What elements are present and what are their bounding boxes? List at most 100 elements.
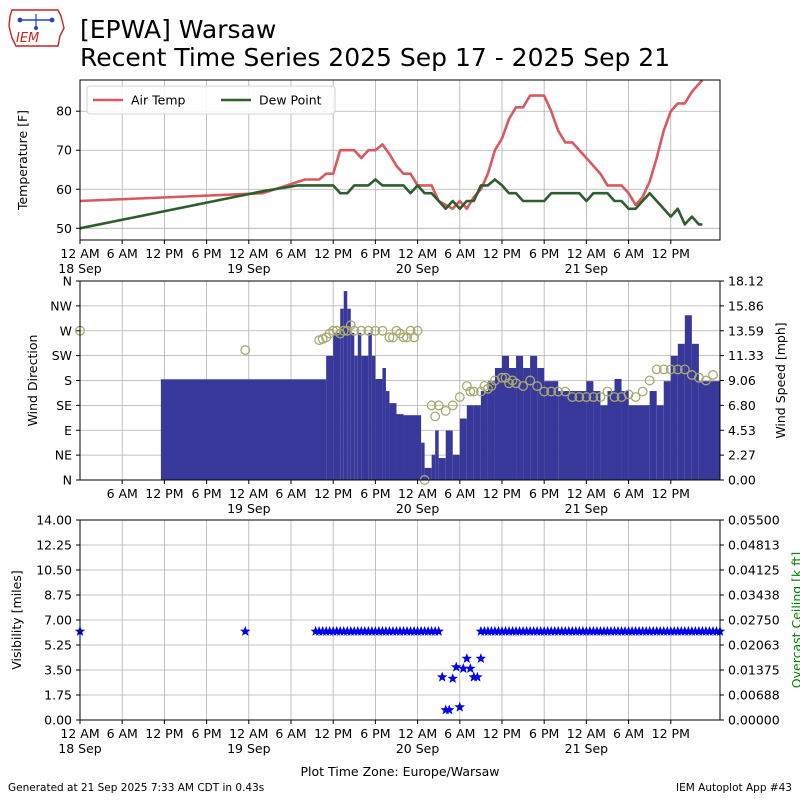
legend-box xyxy=(86,85,336,115)
wind-speed-bar xyxy=(473,405,481,480)
visibility-point xyxy=(433,625,444,636)
wind-direction-point xyxy=(426,400,437,411)
x-tick-label: 12 AM xyxy=(229,246,268,261)
wind-speed-bar xyxy=(396,414,404,480)
wind-speed-bar xyxy=(326,355,334,480)
wind-speed-bar xyxy=(544,381,559,480)
x-tick-label: 6 AM xyxy=(275,486,306,501)
wind-speed-bar xyxy=(357,332,362,480)
visibility-tick-label: 0.00 xyxy=(44,713,72,728)
wind-direction-points xyxy=(75,320,718,485)
ceiling-tick-label: 0.05500 xyxy=(728,513,780,528)
visibility-point xyxy=(451,661,462,672)
visibility-tick-label: 14.00 xyxy=(36,513,72,528)
visibility-point xyxy=(447,673,458,683)
wind-direction-point xyxy=(553,386,564,397)
x-tick-label: 6 AM xyxy=(107,726,138,741)
wind-speed-bar xyxy=(435,430,439,480)
wind-direction-tick-label: SW xyxy=(52,348,72,363)
wind-direction-point xyxy=(644,375,655,386)
wind-speed-bar xyxy=(382,367,386,480)
wind-speed-bar xyxy=(389,403,397,480)
temp-legend: Air Temp Dew Point xyxy=(86,85,336,115)
visibility-point xyxy=(240,625,251,636)
ceiling-tick-label: 0.04125 xyxy=(728,563,780,578)
x-tick-label: 6 AM xyxy=(613,486,644,501)
wind-direction-point xyxy=(637,386,648,397)
x-tick-date-label: 18 Sep xyxy=(58,261,102,276)
wind-speed-bar xyxy=(424,467,432,480)
wind-direction-point xyxy=(651,364,662,375)
wind-speed-bar xyxy=(614,378,622,480)
wind-speed-bars xyxy=(160,291,720,480)
x-tick-label: 12 PM xyxy=(314,486,352,501)
wind-direction-point xyxy=(539,386,550,397)
wind-direction-tick-label: W xyxy=(60,323,72,338)
x-tick-date-label: 20 Sep xyxy=(396,261,440,276)
wind-speed-bar xyxy=(385,391,390,480)
wind-speed-bar xyxy=(663,381,671,480)
x-tick-label: 12 PM xyxy=(145,726,183,741)
generated-note: Generated at 21 Sep 2025 7:33 AM CDT in … xyxy=(8,782,265,794)
visibility-tick-label: 8.75 xyxy=(44,588,72,603)
ceiling-tick-label: 0.00000 xyxy=(728,713,780,728)
wind-direction-point xyxy=(447,400,458,411)
wind-speed-bar xyxy=(501,355,510,480)
x-tick-date-label: 21 Sep xyxy=(565,501,609,516)
wind-speed-bar xyxy=(509,367,517,480)
visibility-tick-label: 7.00 xyxy=(44,613,72,628)
wind-speed-tick-label: 15.86 xyxy=(728,298,764,313)
visibility-point xyxy=(458,663,469,673)
x-tick-label: 12 PM xyxy=(145,486,183,501)
wind-direction-point xyxy=(560,386,571,397)
x-tick-date-label: 20 Sep xyxy=(396,501,440,516)
wind-speed-bar xyxy=(649,391,657,480)
visibility-tick-label: 12.25 xyxy=(36,538,72,553)
wind-speed-bar xyxy=(445,430,453,480)
ceiling-tick-label: 0.01375 xyxy=(728,663,780,678)
x-tick-label: 12 PM xyxy=(483,246,521,261)
x-tick-label: 6 AM xyxy=(107,486,138,501)
ceiling-tick-label: 0.03438 xyxy=(728,588,780,603)
x-tick-label: 6 AM xyxy=(444,486,475,501)
wind-direction-point xyxy=(370,325,381,336)
wind-speed-tick-label: 9.06 xyxy=(728,373,756,388)
legend-air-temp-label: Air Temp xyxy=(131,93,186,108)
iowa-state-outline-icon: IEM xyxy=(8,9,65,47)
x-tick-date-label: 19 Sep xyxy=(227,741,271,756)
wind-speed-bar xyxy=(586,381,594,480)
wind-direction-point xyxy=(240,345,251,356)
wind-direction-point xyxy=(430,411,441,422)
wind-speed-bar xyxy=(403,415,422,480)
wind-direction-tick-label: SE xyxy=(56,398,72,413)
visibility-axis-label: Visibility [miles] xyxy=(9,570,24,669)
wind-speed-bar xyxy=(628,405,650,480)
wind-speed-bar xyxy=(160,379,327,480)
visibility-point xyxy=(444,704,455,715)
visibility-tick-label: 10.50 xyxy=(36,563,72,578)
x-tick-label: 12 PM xyxy=(145,246,183,261)
x-tick-label: 12 PM xyxy=(483,486,521,501)
x-tick-label: 6 PM xyxy=(529,486,559,501)
wind-direction-tick-label: S xyxy=(64,373,72,388)
wind-speed-tick-label: 6.80 xyxy=(728,398,756,413)
wind-direction-point xyxy=(672,364,683,375)
wind-speed-bar xyxy=(480,391,488,480)
wind-direction-tick-label: N xyxy=(63,473,72,488)
x-tick-label: 12 AM xyxy=(567,486,606,501)
x-tick-label: 12 PM xyxy=(483,726,521,741)
x-tick-label: 6 PM xyxy=(360,486,390,501)
wind-direction-point xyxy=(433,400,444,411)
x-tick-date-label: 18 Sep xyxy=(58,741,102,756)
x-tick-label: 6 AM xyxy=(275,726,306,741)
wind-direction-point xyxy=(567,392,578,403)
wind-direction-tick-label: NW xyxy=(50,298,72,313)
wind-speed-bar xyxy=(607,391,615,480)
wind-speed-bar xyxy=(421,442,425,480)
wind-speed-bar xyxy=(600,405,608,480)
wind-direction-point xyxy=(581,392,592,403)
visibility-tick-label: 5.25 xyxy=(44,638,72,653)
x-tick-date-label: 21 Sep xyxy=(565,261,609,276)
wind-direction-point xyxy=(658,364,669,375)
